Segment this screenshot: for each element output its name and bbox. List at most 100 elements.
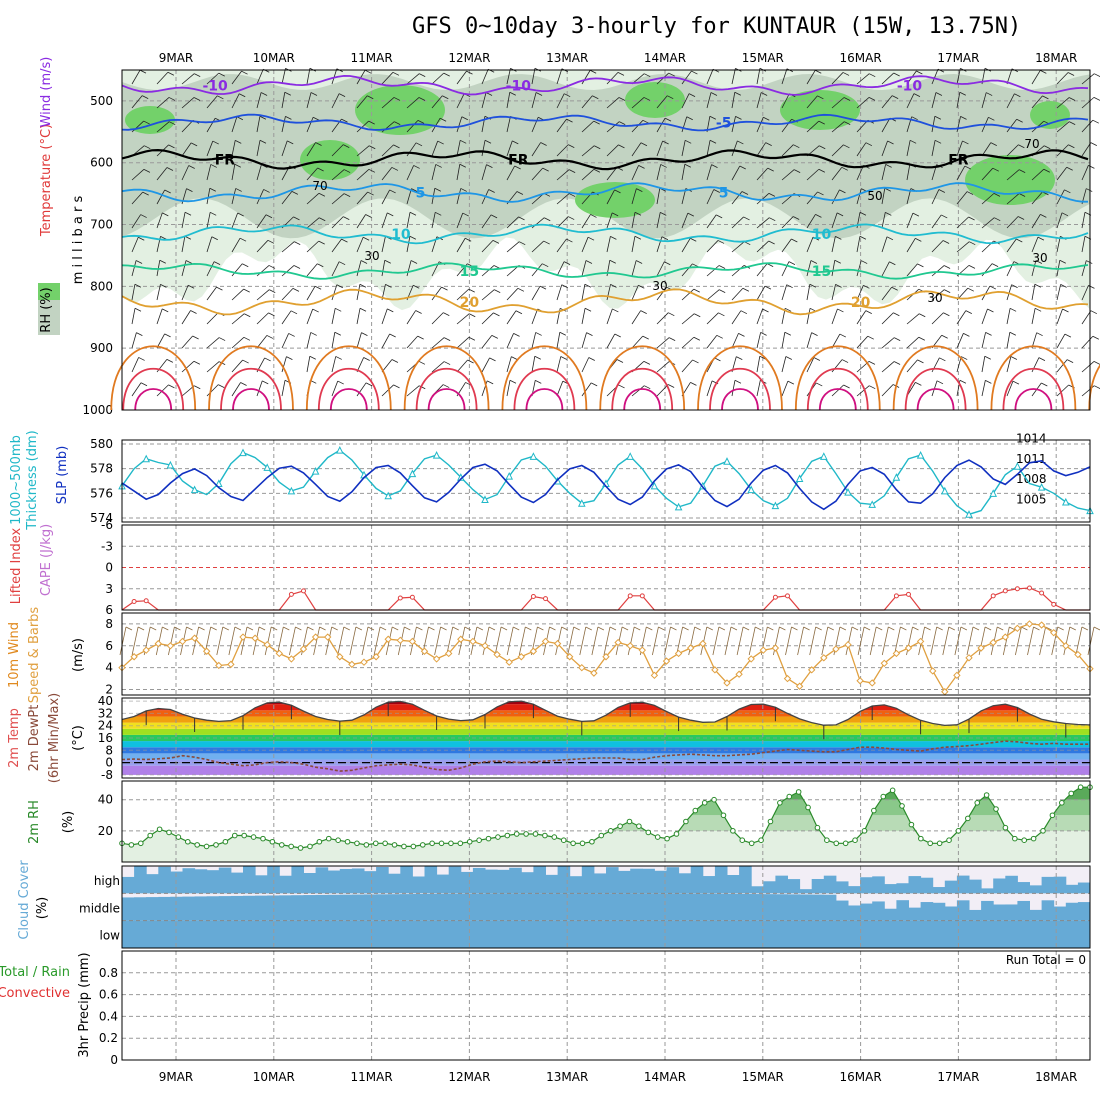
wind-barb-flag xyxy=(709,139,717,144)
cloud-row-label: middle xyxy=(79,901,120,915)
panel-frame xyxy=(121,780,1091,863)
wind-barb-flag xyxy=(188,165,195,169)
wind-barb xyxy=(181,212,186,229)
thickness-point xyxy=(384,491,393,500)
wind-barb xyxy=(131,120,144,133)
wind-barb-flag xyxy=(284,91,291,96)
wind-barb xyxy=(656,164,662,181)
cloud-high-bar xyxy=(1041,876,1055,894)
wind-barb xyxy=(956,191,968,205)
wind-barb-flag xyxy=(863,284,870,289)
wind-barb xyxy=(681,288,695,301)
wind-barb xyxy=(631,142,642,157)
wind-barb xyxy=(656,261,665,277)
wind-barb xyxy=(381,333,391,349)
panel-frame xyxy=(121,69,1091,411)
cloud-middle-bar xyxy=(727,893,740,921)
cloud-low-bar xyxy=(1005,920,1018,948)
wind-barb xyxy=(756,167,769,181)
cloud-high-bar xyxy=(122,876,135,894)
wind10m-barb xyxy=(579,626,587,656)
wind-barb-flag xyxy=(409,211,417,216)
wind-barb xyxy=(806,95,818,109)
cloud-low-bar xyxy=(593,920,607,948)
wind10m-barb xyxy=(1039,626,1046,656)
wind-tick-label: 2 xyxy=(105,683,113,697)
rh2m-point xyxy=(551,834,558,840)
wind-barb xyxy=(881,361,895,373)
cloud-middle-bar xyxy=(944,906,958,921)
wind-barb xyxy=(1006,68,1013,85)
wind10m-barb xyxy=(591,626,599,656)
lifted-index-point xyxy=(1051,601,1057,607)
wind-barb-flag xyxy=(660,164,667,168)
wind-barb xyxy=(206,384,219,397)
wind-barb xyxy=(581,260,587,277)
wind10m-barb-flag xyxy=(174,626,181,631)
wind-barb xyxy=(181,285,189,301)
wind-barb-flag xyxy=(309,355,316,360)
wind-barb-flag xyxy=(617,72,625,76)
wind-barb xyxy=(281,68,286,85)
wind-barb-flag xyxy=(891,286,898,291)
wind10m-barb-flag xyxy=(1033,626,1040,631)
wind10m-point xyxy=(251,634,259,642)
rh2m-point xyxy=(1068,790,1075,797)
pressure-tick-label: 500 xyxy=(90,94,113,108)
top-date-label: 11MAR xyxy=(351,51,393,65)
wind-barb-flag xyxy=(285,116,292,120)
wind-barb xyxy=(756,68,761,85)
wind-barb-flag xyxy=(343,193,351,197)
rh2m-point xyxy=(598,832,605,839)
cloud-low-bar xyxy=(811,920,825,948)
isotherm-line xyxy=(121,182,1088,203)
cloud-high-bar xyxy=(364,871,377,894)
wind10m-barb xyxy=(906,626,913,656)
wind-barb-flag xyxy=(691,70,698,75)
rh2m-point xyxy=(278,842,285,848)
rh2m-point xyxy=(805,804,811,811)
wind-barb xyxy=(881,95,893,109)
cloud-low-bar xyxy=(618,920,631,948)
rh-side-label: RH (%) xyxy=(39,287,54,332)
thickness-side-label-1: 1000~500mb xyxy=(9,435,24,525)
wind-barb xyxy=(706,380,713,397)
wind10m-point xyxy=(735,670,743,678)
wind-barb-flag xyxy=(735,116,742,120)
wind-barb xyxy=(406,73,420,85)
wind-barb-flag xyxy=(861,260,868,264)
wind-barb-flag xyxy=(1038,357,1046,361)
rh-blob-high xyxy=(575,182,655,218)
wind-barb-flag xyxy=(368,120,375,125)
cloud-high-bar xyxy=(485,869,498,894)
cloud-low-bar xyxy=(751,920,764,948)
wind-barb xyxy=(806,237,814,253)
wind-barb xyxy=(606,167,618,181)
precip-tick-label: 0 xyxy=(110,1053,118,1067)
wind-barb xyxy=(456,359,468,373)
wind-barb-flag xyxy=(716,334,723,339)
rh2m-point xyxy=(382,840,388,847)
cloud-low-bar xyxy=(364,920,377,948)
wind-barb-flag xyxy=(292,287,300,292)
warm-isotherm-dome xyxy=(110,345,197,411)
wind10m-point xyxy=(1049,628,1058,637)
wind-barb-flag xyxy=(341,118,348,123)
rh2m-point xyxy=(523,831,529,837)
thickness-point xyxy=(214,479,223,487)
cloud-middle-bar xyxy=(424,893,438,921)
bottom-date-label: 11MAR xyxy=(351,1070,393,1084)
rh2m-point xyxy=(495,834,501,840)
isotherm-label: -10 xyxy=(506,78,532,94)
wind-barb-flag xyxy=(837,308,844,313)
cloud-low-bar xyxy=(860,920,873,948)
wind-barb xyxy=(1056,359,1068,373)
warm-isotherm-dome xyxy=(721,388,759,411)
wind-barb-flag xyxy=(411,188,418,192)
wind-barb xyxy=(456,70,467,85)
wind10m-barb-flag xyxy=(670,626,677,631)
wind-barb xyxy=(281,191,293,205)
cloud-low-bar xyxy=(969,920,982,948)
panel-frame xyxy=(121,865,1091,949)
wind-barb-flag xyxy=(941,214,948,219)
